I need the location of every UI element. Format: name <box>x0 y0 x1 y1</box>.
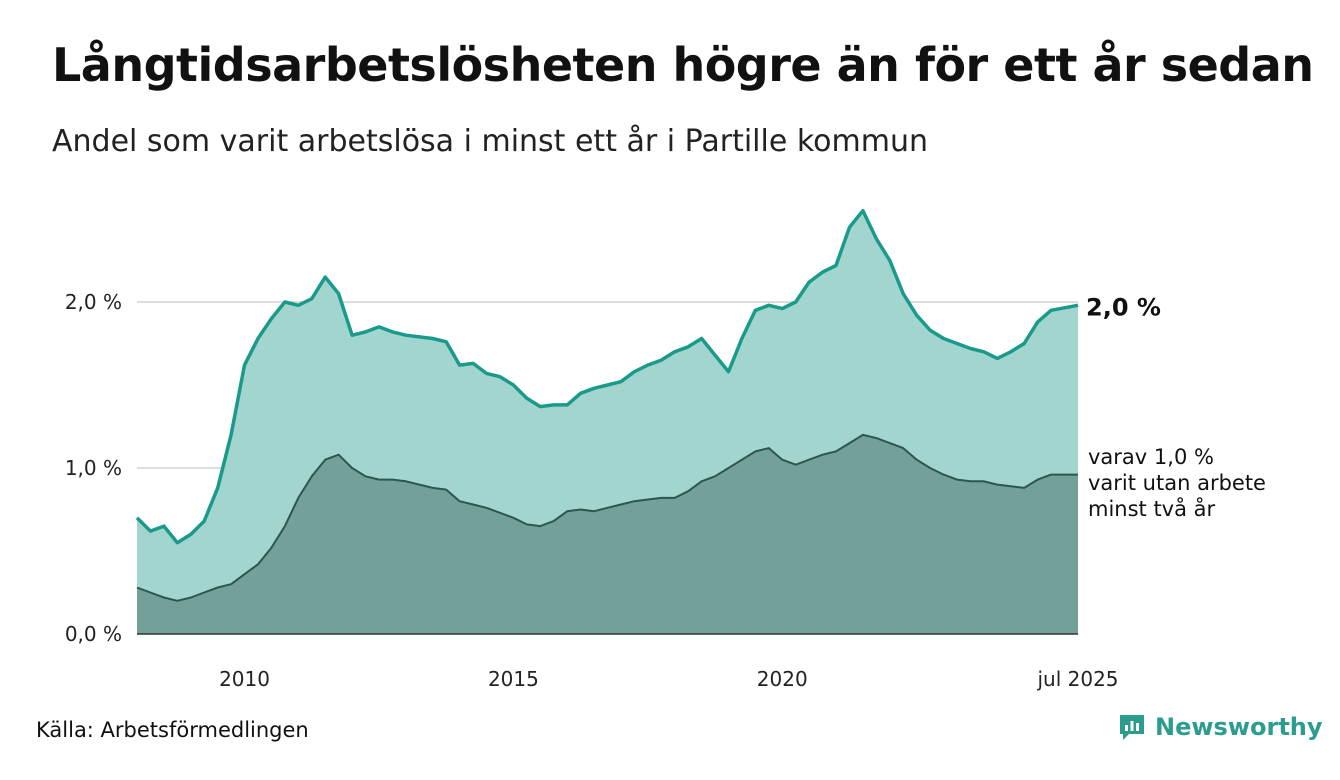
y-tick-label: 2,0 % <box>65 290 122 314</box>
y-tick-label: 1,0 % <box>65 456 122 480</box>
series-2-end-label-line: minst två år <box>1088 496 1216 521</box>
source-note: Källa: Arbetsförmedlingen <box>36 718 309 742</box>
brand-logo[interactable]: Newsworthy <box>1117 712 1323 742</box>
axis-labels: 0,0 % 1,0 % 2,0 % 2010 2015 2020 jul 2025 <box>65 290 1119 691</box>
x-tick-label: jul 2025 <box>1036 667 1118 691</box>
brand-name: Newsworthy <box>1155 713 1323 741</box>
y-tick-label: 0,0 % <box>65 622 122 646</box>
series-1-end-label: 2,0 % <box>1086 293 1161 321</box>
chart-areas <box>137 210 1078 634</box>
series-2-line <box>136 433 1078 602</box>
series-1-line <box>135 208 1079 545</box>
x-tick-label: 2010 <box>219 667 270 691</box>
chart-title: Långtidsarbetslösheten högre än för ett … <box>52 38 1314 92</box>
series-2-end-label-line: varav 1,0 % <box>1088 445 1214 469</box>
chart-subtitle: Andel som varit arbetslösa i minst ett å… <box>52 124 928 159</box>
chart-lines <box>135 208 1079 602</box>
x-tick-label: 2020 <box>757 667 808 691</box>
series-2-area <box>137 434 1078 634</box>
newsworthy-logo-icon <box>1120 715 1144 740</box>
x-tick-label: 2015 <box>488 667 539 691</box>
series-2-end-label-line: varit utan arbete <box>1088 471 1266 495</box>
